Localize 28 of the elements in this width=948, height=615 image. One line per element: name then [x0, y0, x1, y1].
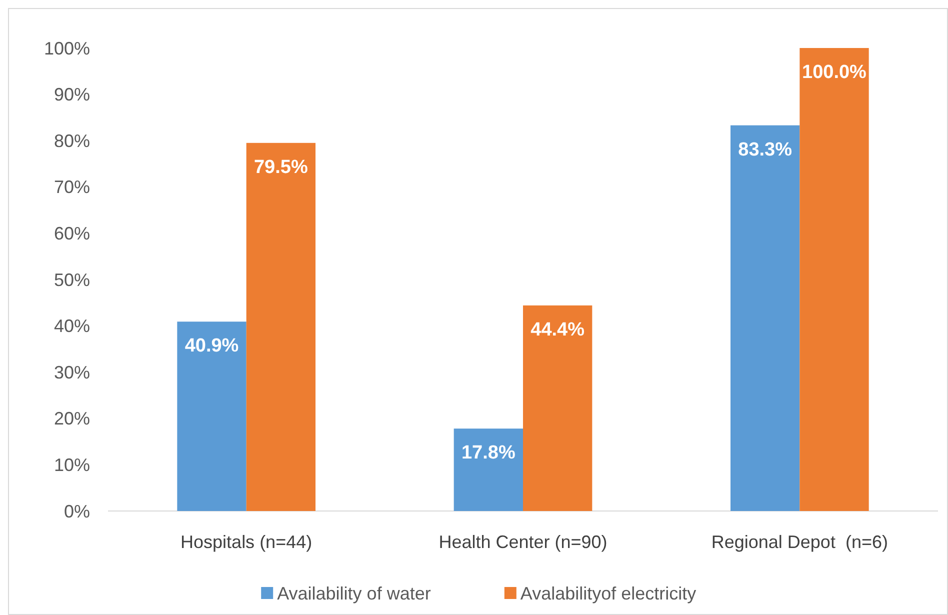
y-tick-label: 30% [54, 362, 90, 382]
y-tick-label: 90% [54, 84, 90, 105]
data-label: 44.4% [530, 319, 585, 340]
y-tick-label: 80% [54, 130, 90, 151]
data-label: 40.9% [184, 336, 239, 357]
data-label: 79.5% [254, 156, 308, 178]
data-label: 83.3% [738, 139, 792, 160]
y-tick-label: 0% [64, 501, 90, 522]
bar [730, 125, 800, 511]
data-label: 17.8% [461, 442, 516, 464]
bar [800, 48, 869, 511]
y-tick-label: 50% [54, 270, 90, 290]
x-tick-label: Hospitals (n=44) [180, 532, 312, 552]
x-tick-label: Regional Depot (n=6) [711, 532, 888, 552]
data-label: 100.0% [802, 62, 867, 83]
y-tick-label: 10% [54, 455, 90, 475]
legend-label: Avalabilityof electricity [520, 583, 696, 604]
y-tick-label: 100% [44, 38, 90, 58]
bar [454, 428, 523, 511]
y-tick-label: 40% [54, 316, 90, 336]
legend-label: Availability of water [277, 583, 431, 604]
bar [177, 322, 246, 511]
x-tick-label: Health Center (n=90) [438, 532, 608, 552]
bar [246, 142, 316, 511]
bar [523, 305, 592, 511]
y-tick-label: 70% [54, 177, 90, 198]
y-tick-label: 60% [54, 224, 90, 244]
y-tick-label: 20% [54, 408, 90, 429]
